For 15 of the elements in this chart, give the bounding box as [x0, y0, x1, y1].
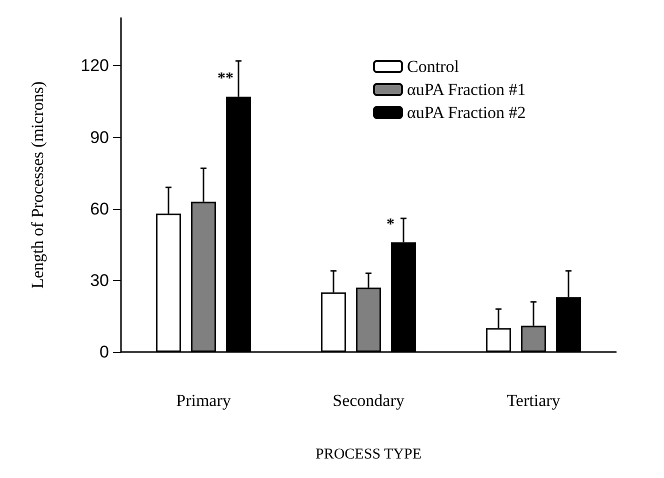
x-tick-label: Primary: [176, 391, 232, 410]
legend-label: αuPA Fraction #2: [407, 103, 526, 122]
legend-label: Control: [407, 57, 460, 76]
y-tick-label: 60: [90, 199, 109, 218]
y-tick-label: 30: [90, 270, 109, 290]
y-tick-label: 90: [90, 128, 109, 147]
annotation: *: [386, 216, 394, 233]
x-tick-label: Tertiary: [506, 391, 561, 410]
legend-label: αuPA Fraction #1: [407, 80, 526, 99]
x-tick-label: Secondary: [332, 391, 405, 410]
x-axis-title: PROCESS TYPE: [315, 446, 422, 462]
y-axis-title: Length of Processes (microns): [28, 81, 47, 289]
y-tick-label: 0: [100, 342, 109, 362]
y-tick-label: 120: [80, 56, 109, 76]
annotation: **: [218, 70, 234, 88]
